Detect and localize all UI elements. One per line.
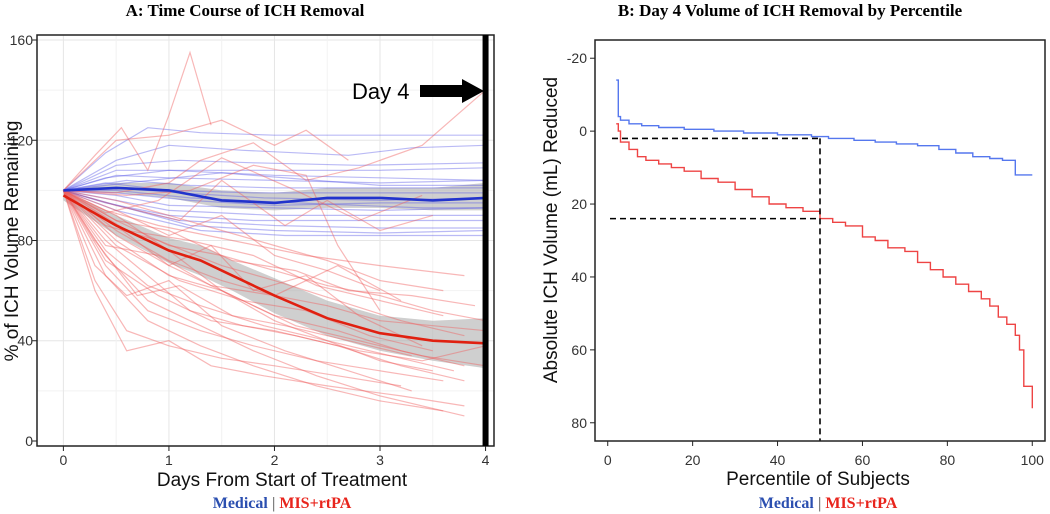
x-tick-label: 20 xyxy=(685,452,701,468)
x-tick-label: 1 xyxy=(165,452,173,468)
x-tick-label: 3 xyxy=(376,452,384,468)
medical-subject-line xyxy=(63,189,486,222)
medical-subject-line xyxy=(63,189,486,207)
panel-b-median-guides xyxy=(610,137,821,441)
x-tick-label: 60 xyxy=(855,452,871,468)
mis-rtpa-subject-line xyxy=(63,189,444,292)
x-tick-label: 0 xyxy=(604,452,612,468)
medical-subject-line xyxy=(63,189,486,212)
medical-subject-line xyxy=(63,182,486,194)
medical-subject-line xyxy=(63,179,486,191)
medical-subject-line xyxy=(63,169,486,191)
y-tick-label: 160 xyxy=(10,32,34,48)
mis-rtpa-subject-line xyxy=(62,190,455,372)
medical-subject-line xyxy=(63,127,486,191)
panel-b-legend: Medical | MIS+rtPA xyxy=(759,495,898,512)
panel-a-y-label: % of ICH Volume Remaining xyxy=(2,121,23,362)
legend-mis-rtpa: MIS+rtPA xyxy=(279,495,351,512)
day4-arrow xyxy=(420,79,484,103)
x-tick-label: 0 xyxy=(59,452,67,468)
y-tick-label: 60 xyxy=(571,342,587,358)
panel-b-title: B: Day 4 Volume of ICH Removal by Percen… xyxy=(618,1,963,20)
mis-rtpa-subject-line xyxy=(62,189,465,367)
y-tick-label: 20 xyxy=(571,196,587,212)
panel-a-mean-lines xyxy=(62,186,486,345)
mis-rtpa-subject-line xyxy=(62,190,465,407)
panel-b: B: Day 4 Volume of ICH Removal by Percen… xyxy=(541,1,1046,512)
panel-b-frame xyxy=(594,39,1046,442)
panel-b-series xyxy=(616,79,1033,409)
x-tick-label: 80 xyxy=(940,452,956,468)
mis-rtpa-subject-line xyxy=(63,189,486,322)
mis-rtpa-confidence-band xyxy=(63,190,486,369)
mis-rtpa-subject-line xyxy=(62,189,433,352)
panel-a-individual-lines xyxy=(62,50,486,417)
mis-rtpa-subject-line xyxy=(63,189,486,367)
mis-rtpa-subject-line xyxy=(63,189,433,372)
y-tick-label: -20 xyxy=(567,50,587,66)
mis-rtpa-subject-line xyxy=(62,190,444,412)
legend-mis-rtpa: MIS+rtPA xyxy=(825,495,897,512)
panel-b-ticks: -20 0 20 40 60 80 0 20 40 60 80 100 xyxy=(567,50,1044,468)
medical-subject-line xyxy=(63,189,486,229)
mis-rtpa-subject-line xyxy=(62,119,349,191)
mis-rtpa-subject-line xyxy=(63,164,381,312)
y-tick-label: 0 xyxy=(25,433,33,449)
medical-subject-line xyxy=(63,174,486,191)
medical-subject-line xyxy=(63,189,486,234)
y-tick-label: 120 xyxy=(10,132,34,148)
panel-b-x-label: Percentile of Subjects xyxy=(726,469,910,490)
y-tick-label: 0 xyxy=(579,123,587,139)
mis-rtpa-subject-line xyxy=(62,190,402,302)
x-tick-label: 100 xyxy=(1021,452,1045,468)
mis-rtpa-mean-line xyxy=(62,194,486,345)
medical-subject-line xyxy=(63,167,486,191)
y-tick-label: 40 xyxy=(17,333,33,349)
mis-rtpa-subject-line xyxy=(63,157,423,222)
panel-a: A: Time Course of ICH Removal 0408012016… xyxy=(2,1,495,512)
x-tick-label: 2 xyxy=(271,452,279,468)
medical-subject-line xyxy=(63,144,486,191)
mis-rtpa-subject-line xyxy=(63,189,423,347)
mis-rtpa-subject-line xyxy=(62,190,465,417)
mis-rtpa-subject-line xyxy=(63,189,465,337)
day4-marker xyxy=(420,35,489,446)
x-tick-label: 40 xyxy=(770,452,786,468)
mis-rtpa-percentile-line xyxy=(616,123,1033,409)
y-tick-label: 80 xyxy=(17,233,33,249)
medical-subject-line xyxy=(63,189,486,237)
mis-rtpa-subject-line xyxy=(63,189,465,277)
mis-rtpa-subject-line xyxy=(62,190,412,357)
panel-a-legend: Medical | MIS+rtPA xyxy=(213,495,352,512)
mis-rtpa-subject-line xyxy=(63,189,381,292)
mis-rtpa-subject-line xyxy=(62,190,486,362)
x-tick-label: 4 xyxy=(482,452,490,468)
mis-rtpa-subject-line xyxy=(62,190,444,382)
panel-a-ticks: 0 40 80 120 160 0 1 2 3 4 xyxy=(10,32,490,468)
panel-a-x-label: Days From Start of Treatment xyxy=(157,470,408,491)
medical-subject-line xyxy=(63,189,486,216)
y-tick-label: 40 xyxy=(571,269,587,285)
panel-a-title: A: Time Course of ICH Removal xyxy=(126,1,365,20)
medical-mean-line xyxy=(63,186,486,205)
medical-percentile-line xyxy=(616,79,1033,176)
mis-rtpa-subject-line xyxy=(63,189,476,307)
mis-rtpa-subject-line xyxy=(62,190,402,387)
mis-rtpa-subject-line xyxy=(62,50,212,191)
legend-medical: Medical xyxy=(759,495,815,512)
medical-subject-line xyxy=(63,159,486,191)
legend-medical: Medical xyxy=(213,495,269,512)
y-tick-label: 80 xyxy=(571,415,587,431)
mis-rtpa-subject-line xyxy=(62,190,465,382)
mis-rtpa-subject-line xyxy=(62,190,412,392)
medical-subject-line xyxy=(63,172,486,191)
panel-b-y-label: Absolute ICH Volume (mL) Reduced xyxy=(541,77,562,383)
day4-annotation: Day 4 xyxy=(352,79,409,104)
